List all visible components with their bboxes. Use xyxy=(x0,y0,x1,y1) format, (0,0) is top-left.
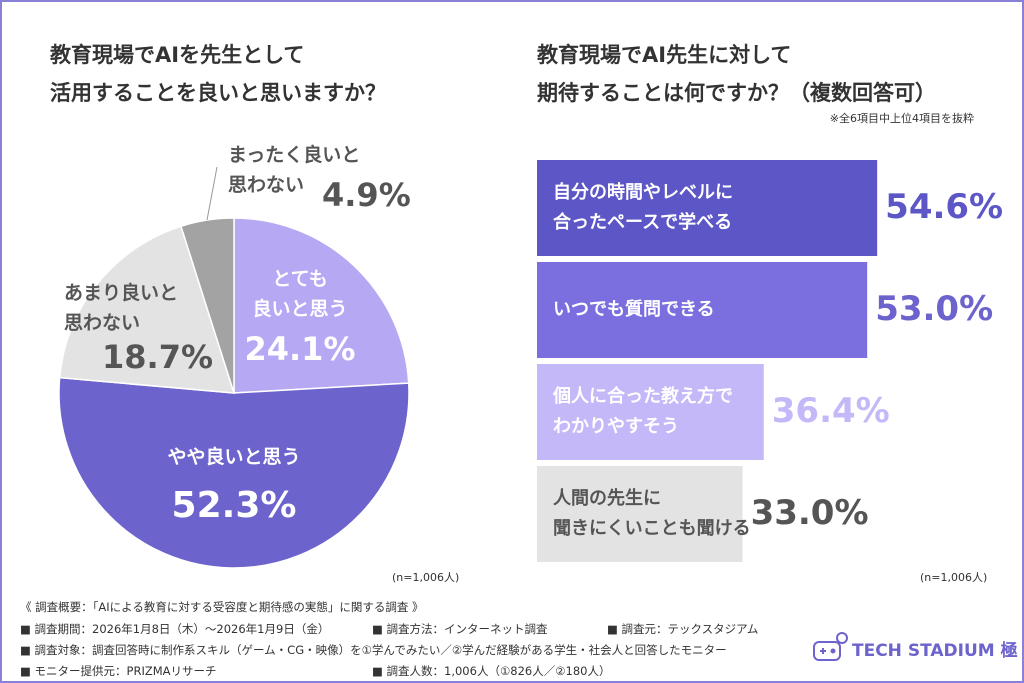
bar-label: 人間の先生に 聞きにくいことも聞ける xyxy=(553,488,751,539)
bar xyxy=(537,364,764,460)
sample-size: (n=1,006人) xyxy=(392,571,460,584)
slice-value: 52.3% xyxy=(171,485,297,526)
bar-label: いつでも質問できる xyxy=(553,299,715,320)
footer-item: ■ 調査人数：1,006人（①826人／②180人） xyxy=(372,664,611,678)
bar-value: 54.6% xyxy=(885,187,1004,228)
bar xyxy=(537,466,743,562)
bar-title: 教育現場でAI先生に対して 期待することは何ですか？（複数回答可） xyxy=(537,43,936,105)
slice-value: 4.9% xyxy=(322,176,411,214)
bar-label: 自分の時間やレベルに 合ったペースで学べる xyxy=(553,182,733,233)
bar-value: 53.0% xyxy=(875,289,994,330)
logo-icon xyxy=(813,632,848,661)
bar-value: 33.0% xyxy=(750,493,869,534)
bar xyxy=(537,160,878,256)
footer-item: ■ モニター提供元：PRIZMAリサーチ xyxy=(20,664,217,678)
footer-item: ■ 調査方法：インターネット調査 xyxy=(372,622,548,636)
pie-title: 教育現場でAIを先生として 活用することを良いと思いますか？ xyxy=(50,43,386,105)
bar-value: 36.4% xyxy=(771,391,890,432)
bar-label: 個人に合った教え方で わかりやすそう xyxy=(553,386,733,437)
footer-item: ■ 調査期間：2026年1月8日（木）〜2026年1月9日（金） xyxy=(20,622,330,636)
logo-text: TECH STADIUM 極 xyxy=(852,641,1018,661)
footer-item: ■ 調査元：テックスタジアム xyxy=(607,622,759,636)
slice-label: やや良いと思う xyxy=(167,446,301,468)
footer-heading: 《 調査概要：「AIによる教育に対する受容度と期待感の実態」に関する調査 》 xyxy=(20,600,424,614)
footer-item: ■ 調査対象：調査回答時に制作系スキル（ゲーム・CG・映像）を①学んでみたい／②… xyxy=(20,643,727,657)
pie-slice xyxy=(58,376,410,569)
slice-label: とても 良いと思う xyxy=(252,268,348,320)
pie-slice xyxy=(233,217,410,394)
bar xyxy=(537,262,868,358)
slice-label: まったく良いと 思わない xyxy=(228,144,361,196)
pie-slice xyxy=(58,225,236,394)
pie-slice xyxy=(180,217,235,394)
leader-line xyxy=(206,166,218,221)
slice-value: 18.7% xyxy=(102,338,214,376)
slice-label: あまり良いと 思わない xyxy=(64,282,179,334)
sample-size: (n=1,006人) xyxy=(920,571,988,584)
bar-subtitle: ※全6項目中上位4項目を抜粋 xyxy=(829,112,974,125)
slice-value: 24.1% xyxy=(244,330,356,368)
